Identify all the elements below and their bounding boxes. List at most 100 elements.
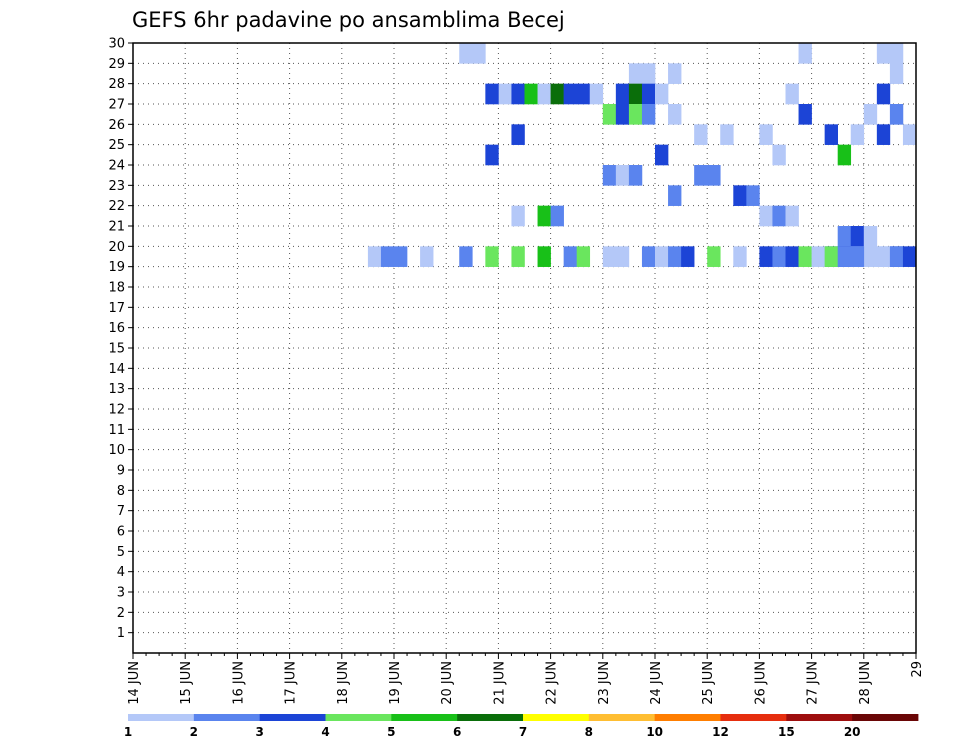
y-tick-label: 29 (108, 57, 125, 72)
precip-cell (485, 246, 499, 267)
precip-cell (628, 63, 643, 84)
legend-label: 10 (646, 725, 663, 739)
y-tick-label: 16 (108, 321, 125, 336)
precip-cell (837, 226, 852, 247)
x-tick-label: 14 JUN (127, 661, 142, 705)
precip-cell (902, 124, 917, 145)
x-tick-label: 20 JUN (440, 661, 455, 705)
precip-cell (498, 83, 512, 105)
precip-cell (889, 63, 904, 84)
y-tick-label: 25 (108, 138, 125, 153)
precip-cell (876, 124, 891, 145)
y-tick-label: 24 (108, 159, 125, 174)
precip-cell (472, 43, 486, 64)
y-tick-label: 21 (108, 220, 125, 235)
y-tick-label: 11 (108, 423, 125, 438)
precip-cell (537, 246, 551, 267)
precip-cell (824, 124, 838, 145)
precip-cell (563, 246, 577, 267)
precip-cell (863, 104, 878, 125)
color-legend: 1 2 3 4 5 6 7 8 10 12 15 20 (124, 714, 919, 739)
precip-cell (615, 246, 630, 267)
y-tick-label: 30 (108, 37, 125, 52)
y-tick-label: 22 (108, 199, 125, 214)
precip-cell (824, 246, 838, 267)
precip-cell (876, 246, 891, 267)
precip-cell (798, 43, 812, 64)
precip-cell (485, 144, 499, 166)
precip-cell (798, 104, 812, 125)
precip-cell (485, 83, 499, 105)
x-axis-ticks: 14 JUN 15 JUN 16 JUN 17 JUN 18 JUN 19 JUN 20 J… (127, 653, 925, 705)
y-axis-ticks: 1234567891011121314151617181920212223242… (108, 37, 133, 641)
precip-cell (707, 246, 721, 267)
precip-cell (380, 246, 395, 267)
y-tick-label: 4 (117, 565, 125, 580)
precip-cell (511, 246, 525, 267)
precip-cell (876, 43, 891, 64)
precip-cell (641, 104, 656, 125)
precip-cell (511, 124, 525, 145)
precip-cell (394, 246, 408, 267)
legend-swatch (786, 714, 853, 721)
precip-cell (759, 246, 773, 267)
y-tick-label: 2 (117, 606, 125, 621)
precip-cell (889, 43, 904, 64)
y-tick-label: 14 (108, 362, 125, 377)
legend-swatch (391, 714, 458, 721)
precip-cell (759, 205, 773, 227)
precip-cell (602, 246, 617, 267)
precip-cell (850, 246, 865, 267)
precip-cell (668, 246, 682, 267)
precip-cell (902, 246, 917, 267)
x-tick-label: 21 JUN (492, 661, 507, 705)
y-tick-label: 3 (117, 586, 125, 601)
precip-cell (628, 165, 643, 186)
precip-cell (615, 83, 630, 105)
precip-cell (524, 83, 538, 105)
precip-cell (772, 205, 786, 227)
precipitation-cells (367, 43, 917, 267)
x-tick-label: 15 JUN (179, 661, 194, 705)
precip-cell (668, 63, 682, 84)
y-tick-label: 9 (117, 464, 125, 479)
y-tick-label: 12 (108, 403, 125, 418)
legend-swatch (128, 714, 195, 721)
precip-cell (733, 185, 747, 206)
x-tick-label: 29 (910, 661, 925, 678)
precip-cell (537, 83, 551, 105)
precip-cell (785, 83, 799, 105)
precip-cell (459, 246, 473, 267)
legend-label: 3 (255, 725, 263, 739)
precip-cell (694, 165, 708, 186)
precip-cell (576, 246, 591, 267)
legend-label: 2 (190, 725, 198, 739)
precip-cell (628, 104, 643, 125)
y-tick-label: 15 (108, 342, 125, 357)
legend-swatch (193, 714, 261, 721)
precip-cell (837, 144, 852, 166)
precip-cell (602, 104, 617, 125)
precip-cell (850, 226, 865, 247)
precip-cell (563, 83, 577, 105)
legend-swatch (588, 714, 656, 721)
y-tick-label: 6 (117, 525, 125, 540)
precip-cell (863, 246, 878, 267)
precip-cell (511, 83, 525, 105)
precip-cell (655, 246, 669, 267)
x-tick-label: 25 JUN (701, 661, 716, 705)
legend-label: 1 (124, 725, 132, 739)
precip-cell (720, 124, 734, 145)
precip-cell (628, 83, 643, 105)
legend-label: 12 (712, 725, 729, 739)
legend-label: 5 (387, 725, 395, 739)
y-tick-label: 26 (108, 118, 125, 133)
x-tick-label: 26 JUN (753, 661, 768, 705)
legend-swatch (852, 714, 919, 721)
chart-title: GEFS 6hr padavine po ansamblima Becej (132, 8, 565, 32)
precip-cell (602, 165, 617, 186)
precip-cell (785, 205, 799, 227)
precip-cell (615, 104, 630, 125)
x-tick-label: 17 JUN (284, 661, 299, 705)
